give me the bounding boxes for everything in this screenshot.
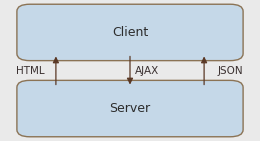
FancyBboxPatch shape	[17, 80, 243, 137]
Text: AJAX: AJAX	[135, 66, 159, 75]
Text: JSON: JSON	[217, 66, 243, 75]
Text: HTML: HTML	[16, 66, 44, 75]
Text: Server: Server	[109, 102, 151, 115]
Text: Client: Client	[112, 26, 148, 39]
FancyBboxPatch shape	[17, 4, 243, 61]
